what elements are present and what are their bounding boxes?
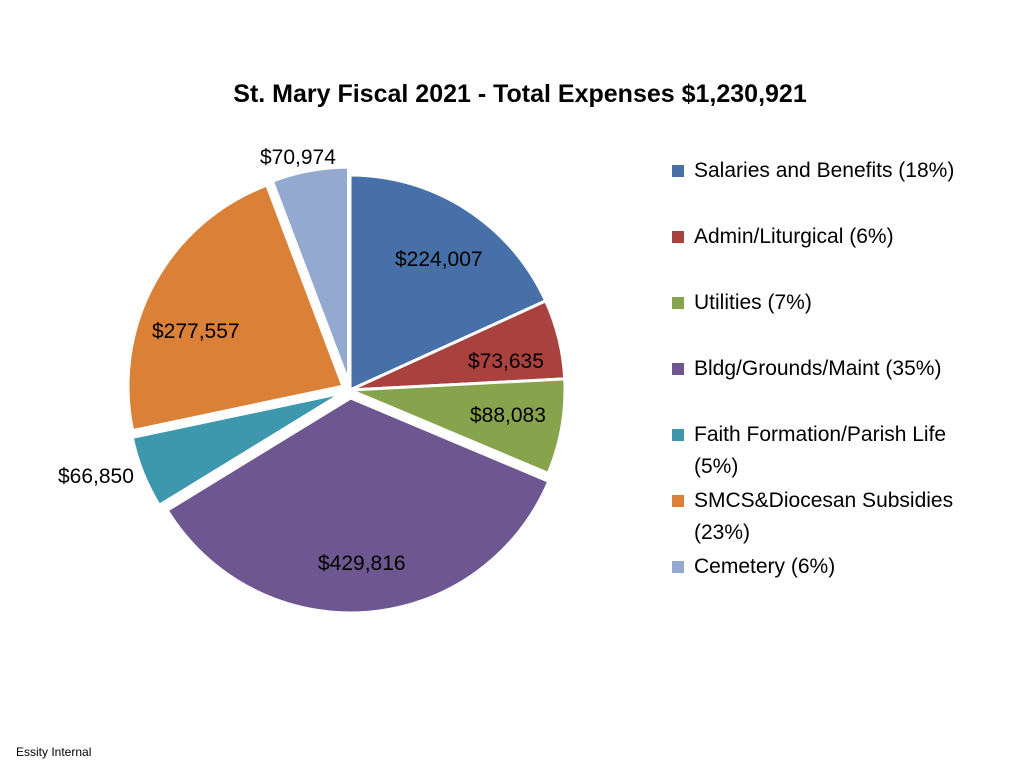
- pie-slice-smcs-diocesan-subsidies: [126, 183, 345, 433]
- pie-slice-cemetery: [270, 165, 351, 384]
- legend-swatch: [672, 231, 684, 243]
- legend-swatch: [672, 495, 684, 507]
- pie-slice-utilities: [348, 377, 567, 475]
- data-label: $224,007: [395, 248, 483, 271]
- legend-label: Faith Formation/Parish Life (5%): [694, 423, 947, 478]
- legend-swatch: [672, 297, 684, 309]
- pie-slice-bldg-grounds-maint: [165, 396, 551, 615]
- pie-slice-salaries-and-benefits: [348, 173, 548, 392]
- data-label: $66,850: [58, 465, 134, 488]
- data-label: $429,816: [318, 552, 406, 575]
- legend-label: Utilities (7%): [694, 291, 812, 314]
- legend-swatch: [672, 561, 684, 573]
- data-label: $88,083: [470, 404, 546, 427]
- data-label: $70,974: [260, 146, 336, 169]
- data-label: $73,635: [468, 350, 544, 373]
- data-label: $277,557: [152, 320, 240, 343]
- legend-swatch: [672, 429, 684, 441]
- legend-label: Cemetery (6%): [694, 555, 836, 578]
- legend-label: Admin/Liturgical (6%): [694, 225, 894, 248]
- legend-swatch: [672, 165, 684, 177]
- legend-label: Salaries and Benefits (18%): [694, 159, 955, 182]
- legend-label: Bldg/Grounds/Maint (35%): [694, 357, 942, 380]
- chart-title: St. Mary Fiscal 2021 - Total Expenses $1…: [233, 80, 807, 108]
- legend-label: SMCS&Diocesan Subsidies (23%): [694, 489, 954, 544]
- footer-classification: Essity Internal: [16, 745, 92, 759]
- legend-swatch: [672, 363, 684, 375]
- pie-slice-faith-formation-parish-life: [130, 391, 345, 507]
